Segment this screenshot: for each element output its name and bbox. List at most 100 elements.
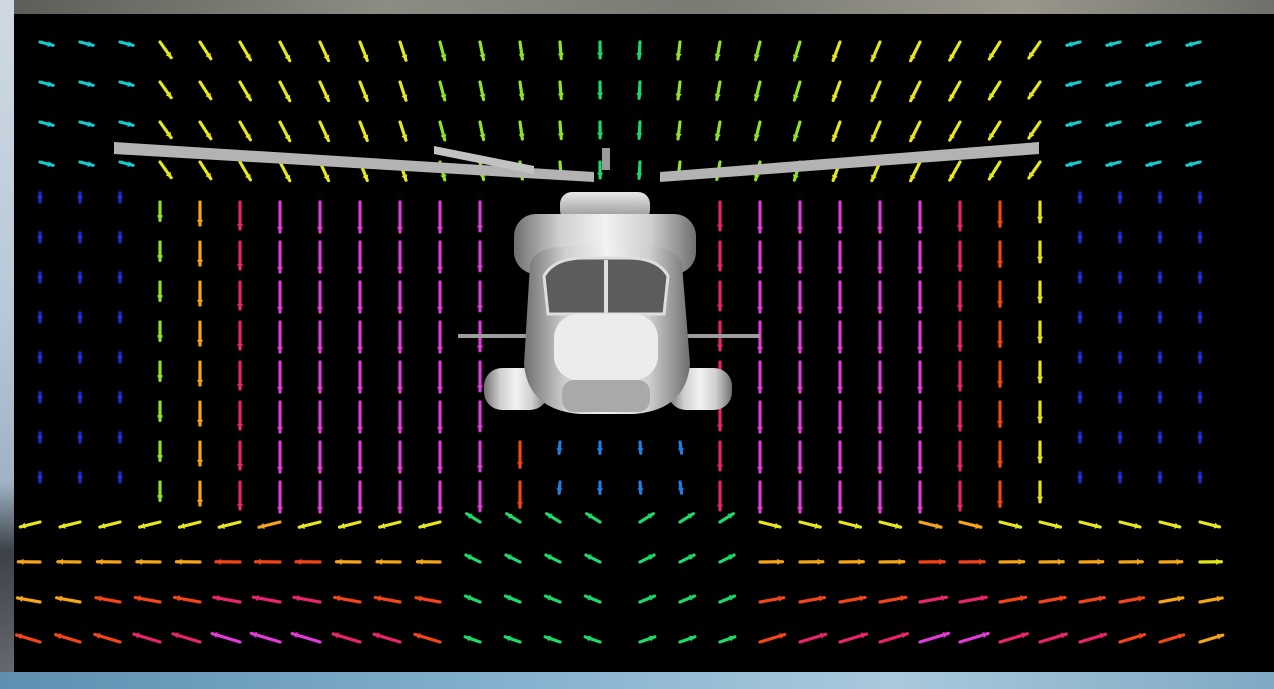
- velocity-vector-head: [597, 172, 604, 178]
- velocity-vector-head: [1036, 296, 1044, 302]
- velocity-vector-head: [466, 513, 473, 520]
- velocity-vector-head: [396, 466, 404, 472]
- velocity-vector-head: [417, 558, 423, 565]
- velocity-vector-head: [356, 386, 364, 392]
- velocity-vector-head: [980, 595, 987, 602]
- velocity-vector-head: [1076, 312, 1084, 319]
- velocity-vector-head: [116, 272, 124, 279]
- velocity-vector-head: [910, 94, 916, 101]
- velocity-vector-head: [677, 447, 684, 454]
- velocity-vector-head: [982, 632, 989, 638]
- velocity-vector-head: [1156, 312, 1164, 319]
- velocity-vector-head: [136, 558, 143, 565]
- velocity-vector-head: [1098, 595, 1105, 602]
- velocity-vector-head: [546, 513, 553, 520]
- velocity-vector-head: [216, 558, 222, 565]
- velocity-vector-head: [1137, 558, 1143, 565]
- velocity-vector-head: [76, 392, 84, 399]
- velocity-vector-head: [1196, 352, 1204, 359]
- velocity-vector-head: [996, 261, 1004, 267]
- velocity-vector-head: [236, 503, 244, 509]
- velocity-vector-head: [545, 595, 552, 601]
- velocity-arrows: [14, 40, 1225, 644]
- velocity-vector-head: [648, 635, 655, 642]
- velocity-vector-head: [675, 93, 682, 99]
- velocity-vector-head: [796, 466, 804, 472]
- velocity-vector-head: [245, 93, 251, 100]
- velocity-vector-head: [356, 506, 364, 512]
- velocity-vector-head: [1059, 595, 1065, 602]
- velocity-vector-head: [316, 386, 324, 392]
- velocity-vector-head: [1186, 81, 1193, 88]
- velocity-vector-head: [36, 352, 44, 359]
- velocity-vector-head: [728, 554, 735, 561]
- velocity-vector-head: [832, 134, 838, 141]
- velocity-vector-head: [20, 522, 27, 529]
- velocity-vector-head: [647, 513, 654, 520]
- velocity-vector-head: [753, 54, 760, 60]
- velocity-vector-head: [836, 386, 844, 392]
- velocity-vector-head: [814, 522, 821, 529]
- velocity-vector-head: [127, 41, 134, 48]
- velocity-vector-head: [176, 558, 182, 565]
- velocity-vector-head: [796, 426, 804, 432]
- velocity-vector-head: [419, 522, 426, 529]
- velocity-vector-head: [276, 426, 284, 432]
- velocity-vector-head: [756, 426, 764, 432]
- velocity-vector-head: [871, 94, 877, 101]
- velocity-vector-head: [165, 171, 172, 178]
- velocity-vector-head: [213, 595, 220, 602]
- velocity-vector-head: [76, 272, 84, 279]
- velocity-vector-head: [87, 41, 94, 48]
- velocity-vector-head: [1196, 192, 1204, 199]
- velocity-vector-head: [436, 426, 444, 432]
- velocity-vector-head: [276, 306, 284, 312]
- velocity-vector-head: [1036, 496, 1044, 502]
- velocity-vector-head: [677, 487, 684, 494]
- velocity-vector-head: [396, 306, 404, 312]
- stub-wing-left: [458, 334, 538, 338]
- velocity-vector-head: [876, 386, 884, 392]
- velocity-vector-head: [356, 426, 364, 432]
- velocity-vector-head: [1028, 132, 1035, 139]
- velocity-vector-head: [1196, 312, 1204, 319]
- velocity-vector-head: [1116, 192, 1124, 199]
- velocity-vector-head: [956, 264, 964, 271]
- velocity-vector-head: [36, 232, 44, 239]
- velocity-vector-head: [1021, 632, 1028, 639]
- velocity-vector-head: [505, 635, 512, 642]
- velocity-vector-head: [956, 464, 964, 471]
- velocity-vector-head: [95, 595, 102, 602]
- velocity-vector-head: [1058, 558, 1064, 565]
- velocity-vector-head: [505, 554, 512, 561]
- velocity-vector-head: [436, 506, 444, 512]
- velocity-vector-head: [1174, 522, 1180, 529]
- velocity-vector-head: [465, 595, 472, 601]
- velocity-vector-head: [292, 632, 299, 639]
- velocity-vector-head: [479, 53, 486, 60]
- velocity-vector-head: [585, 595, 592, 601]
- velocity-vector-head: [339, 522, 346, 529]
- velocity-vector-head: [156, 375, 164, 381]
- velocity-vector-head: [836, 346, 844, 352]
- velocity-vector-head: [796, 226, 804, 232]
- velocity-vector-head: [116, 232, 124, 239]
- velocity-vector-head: [756, 226, 764, 232]
- velocity-vector-head: [900, 595, 906, 602]
- border-strip-left: [0, 0, 14, 689]
- velocity-vector-head: [1156, 432, 1164, 439]
- velocity-vector-head: [377, 558, 383, 565]
- velocity-vector-head: [1054, 522, 1061, 529]
- velocity-vector-head: [362, 94, 369, 101]
- velocity-vector-head: [557, 53, 564, 59]
- velocity-vector-head: [1076, 472, 1084, 479]
- velocity-vector-head: [1146, 41, 1153, 48]
- velocity-vector-head: [156, 415, 164, 421]
- velocity-vector-head: [284, 134, 291, 141]
- velocity-vector-head: [99, 522, 106, 529]
- velocity-vector-head: [716, 344, 724, 350]
- velocity-vector-head: [316, 346, 324, 352]
- border-strip-bottom: [0, 672, 1274, 689]
- velocity-vector-head: [1097, 558, 1103, 565]
